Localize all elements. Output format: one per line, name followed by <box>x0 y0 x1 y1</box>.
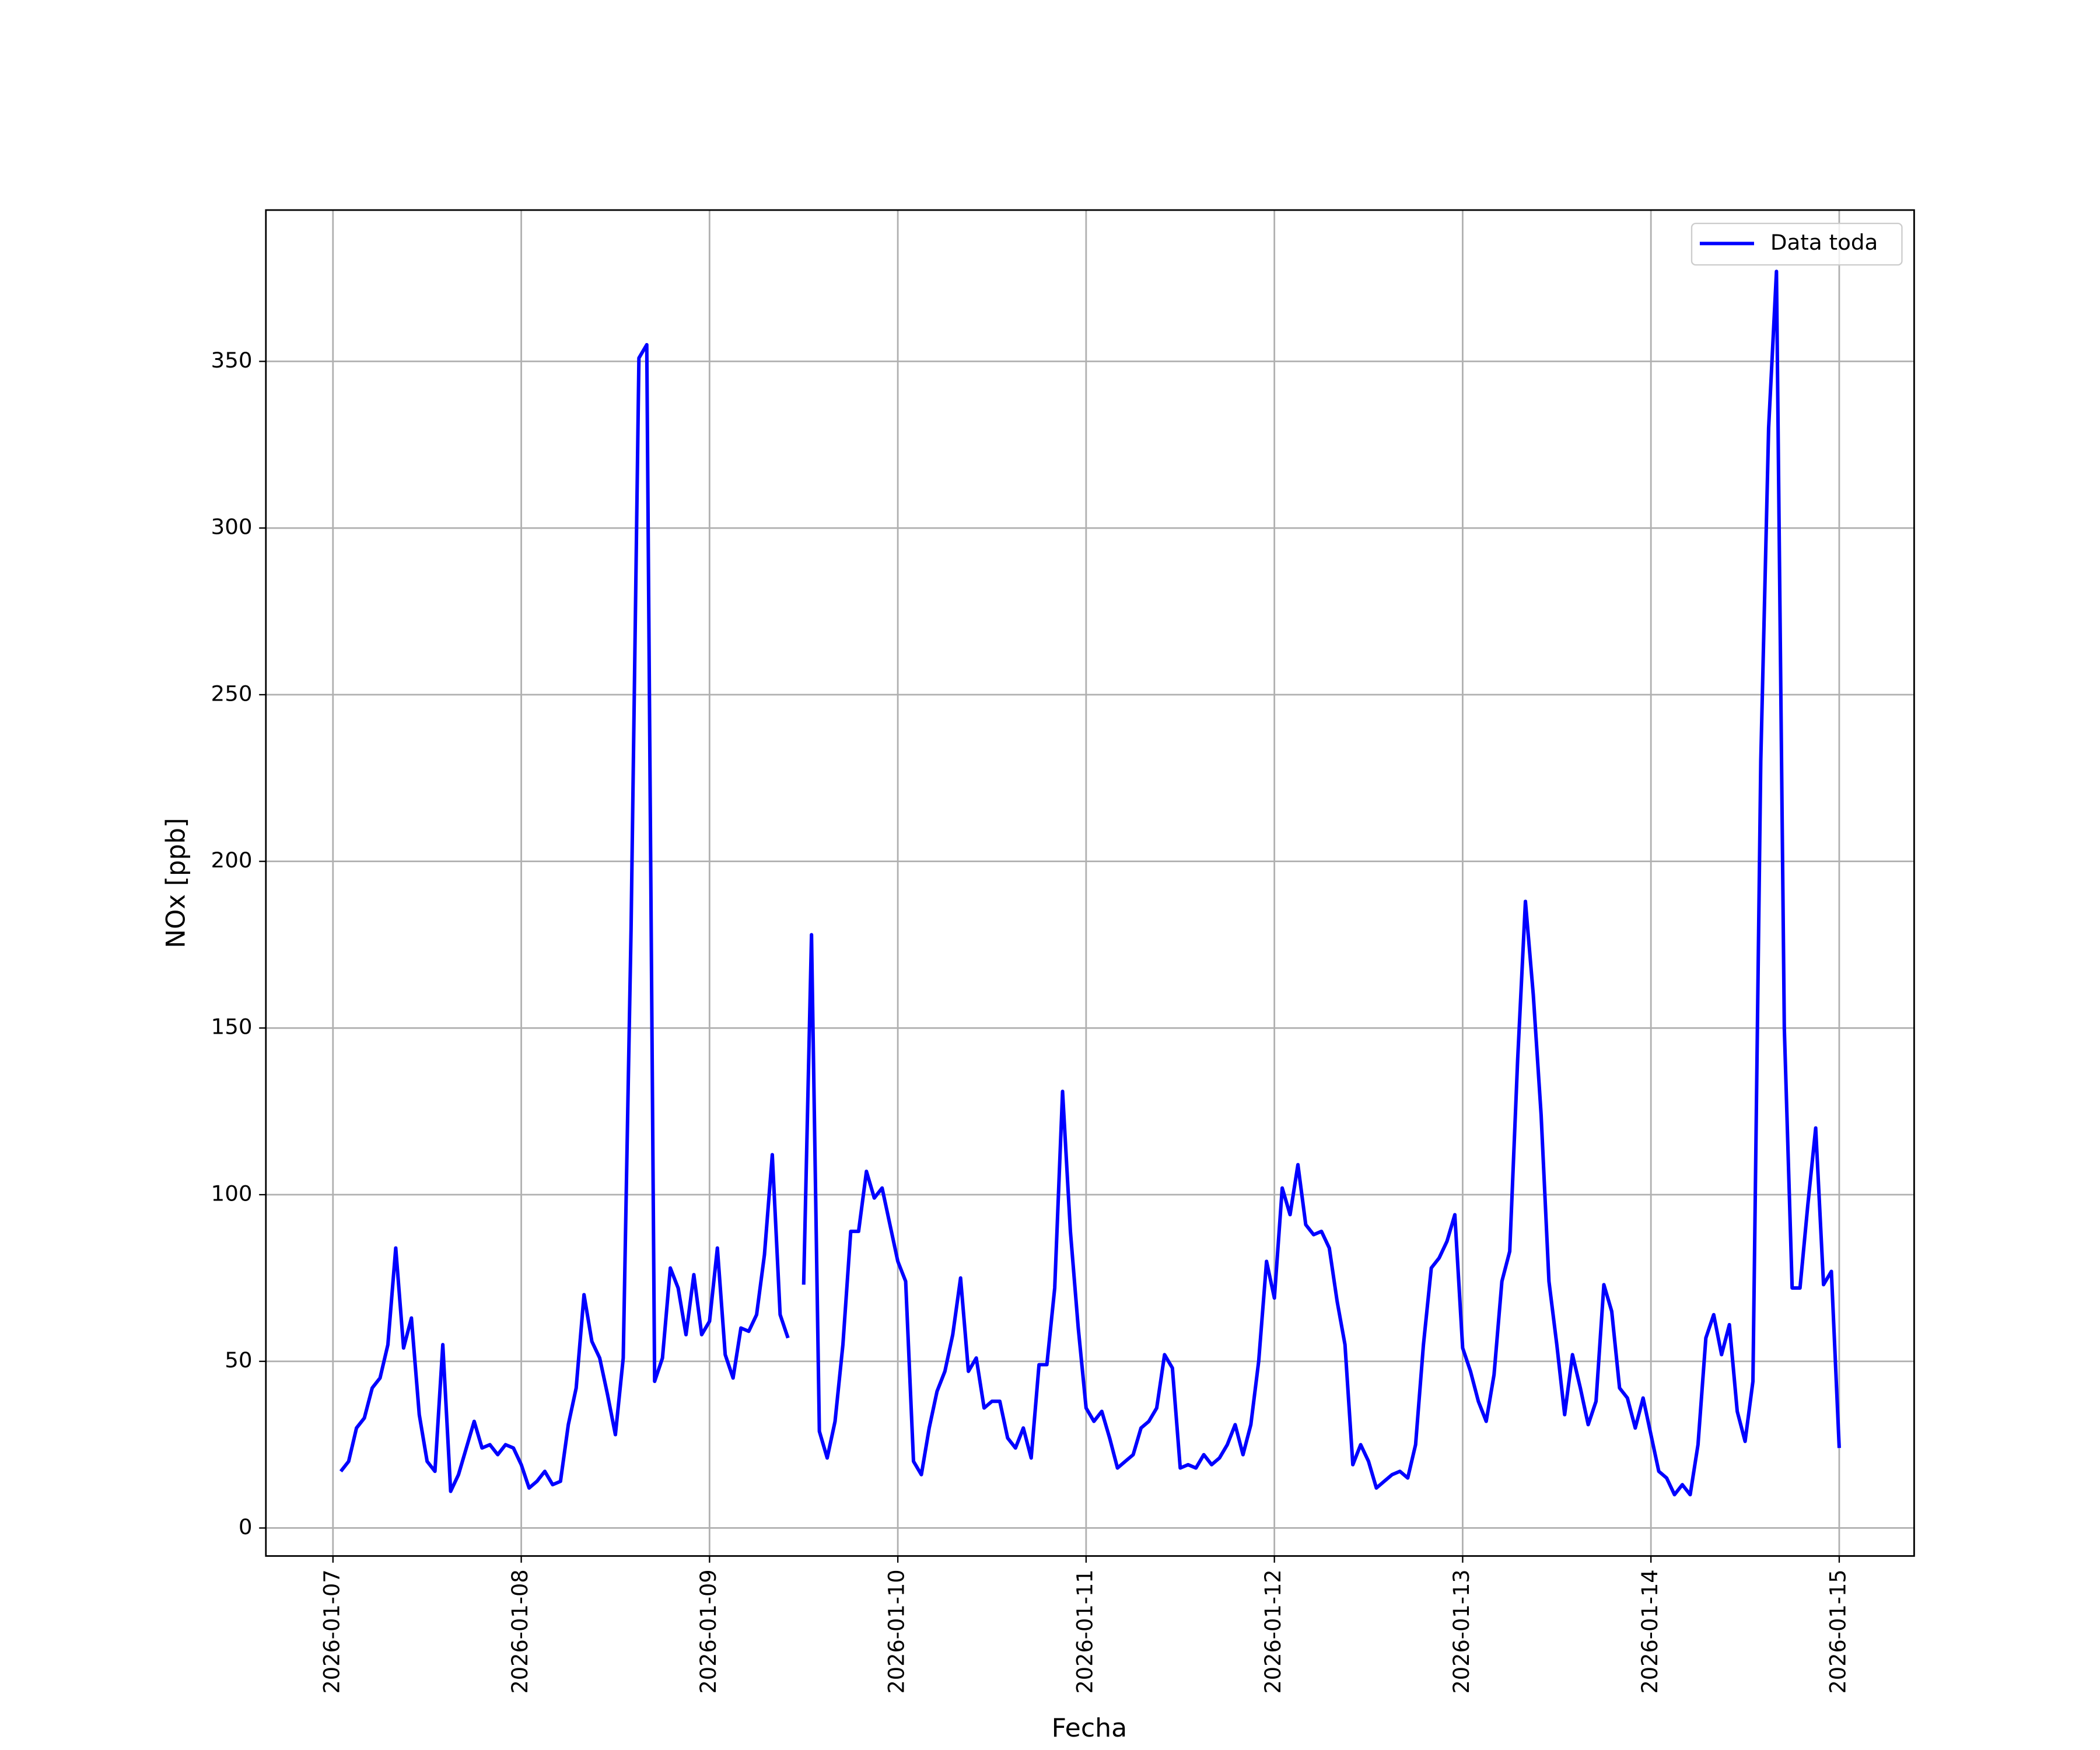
grid <box>265 210 1915 1556</box>
y-tick-label: 350 <box>211 348 253 373</box>
x-tick-label: 2026-01-07 <box>319 1569 344 1693</box>
x-axis-label: Fecha <box>1052 1713 1128 1743</box>
y-tick-label: 150 <box>211 1014 253 1040</box>
x-tick-label: 2026-01-14 <box>1637 1569 1662 1693</box>
y-tick-label: 0 <box>239 1514 253 1539</box>
ticks: 0 50 100 150 200 250 300 350 2026-01-07 2026-01-0… <box>211 348 1851 1693</box>
legend: Data toda <box>1690 222 1903 266</box>
x-tick-label: 2026-01-09 <box>696 1569 721 1693</box>
y-tick-label: 50 <box>225 1348 252 1373</box>
x-tick-label: 2026-01-08 <box>508 1569 533 1693</box>
x-tick-label: 2026-01-11 <box>1072 1569 1097 1693</box>
legend-box <box>1690 222 1903 266</box>
axes-frame <box>265 209 1915 1557</box>
x-tick-label: 2026-01-13 <box>1449 1569 1474 1693</box>
plot-area <box>339 270 1841 1497</box>
x-tick-label: 2026-01-10 <box>884 1569 909 1693</box>
y-tick-label: 250 <box>211 681 253 706</box>
data-line <box>339 270 1841 1497</box>
x-tick-label: 2026-01-15 <box>1825 1569 1850 1693</box>
y-axis-label: NOx [ppb] <box>161 818 191 948</box>
legend-label: Data toda <box>1770 230 1878 255</box>
y-tick-label: 200 <box>211 848 253 873</box>
y-tick-label: 300 <box>211 514 253 540</box>
y-tick-label: 100 <box>211 1181 253 1206</box>
x-tick-label: 2026-01-12 <box>1261 1569 1286 1693</box>
